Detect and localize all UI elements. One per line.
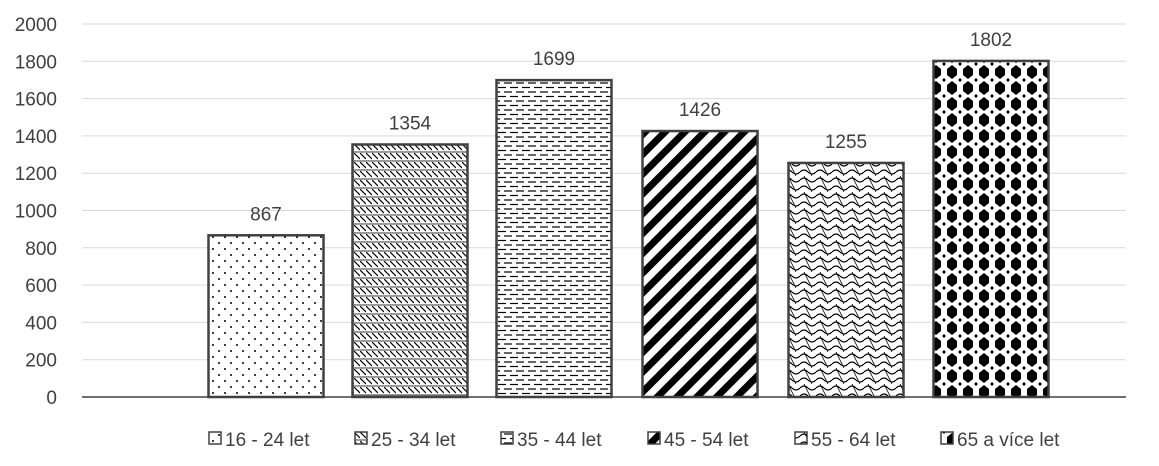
bar [641, 129, 759, 399]
bar-data-label: 1354 [389, 113, 432, 134]
y-tick-label: 1800 [15, 52, 57, 73]
y-tick-label: 1600 [15, 90, 57, 111]
legend-label: 35 - 44 let [517, 430, 602, 451]
bars [207, 59, 1050, 399]
bar [932, 59, 1050, 399]
bar [351, 143, 469, 399]
y-tick-label: 800 [25, 239, 57, 260]
legend: 16 - 24 let 25 - 34 let 35 - 44 let 45 - 54… [208, 430, 1060, 451]
y-tick-label: 400 [25, 313, 57, 334]
y-tick-label: 2000 [15, 15, 57, 36]
legend-swatch [208, 431, 222, 445]
y-tick-label: 200 [25, 351, 57, 372]
legend-label: 45 - 54 let [664, 430, 749, 451]
bar [207, 234, 325, 399]
legend-label: 65 a více let [957, 430, 1060, 451]
legend-label: 16 - 24 let [225, 430, 310, 451]
y-tick-label: 600 [25, 276, 57, 297]
bar [495, 78, 613, 399]
y-axis-tick-labels: 0 200 400 600 800 1000 1200 1400 1600 1800 2000 [15, 15, 57, 409]
bar [787, 161, 905, 399]
y-tick-label: 1400 [15, 127, 57, 148]
bar-data-label: 1255 [825, 132, 867, 153]
data-labels: 867 1354 1699 1426 1255 1802 [250, 30, 1012, 225]
y-tick-label: 0 [46, 388, 57, 409]
legend-swatch [794, 431, 808, 445]
legend-swatch [940, 431, 954, 445]
legend-label: 25 - 34 let [371, 430, 456, 451]
bar-data-label: 867 [250, 204, 282, 225]
legend-swatch [500, 431, 514, 445]
y-tick-label: 1200 [15, 164, 57, 185]
legend-label: 55 - 64 let [811, 430, 896, 451]
bar-data-label: 1802 [970, 30, 1012, 51]
bar-data-label: 1699 [533, 49, 575, 70]
y-tick-label: 1000 [15, 202, 57, 223]
bar-data-label: 1426 [679, 100, 721, 121]
legend-swatch [354, 431, 368, 445]
legend-swatch [647, 431, 661, 445]
